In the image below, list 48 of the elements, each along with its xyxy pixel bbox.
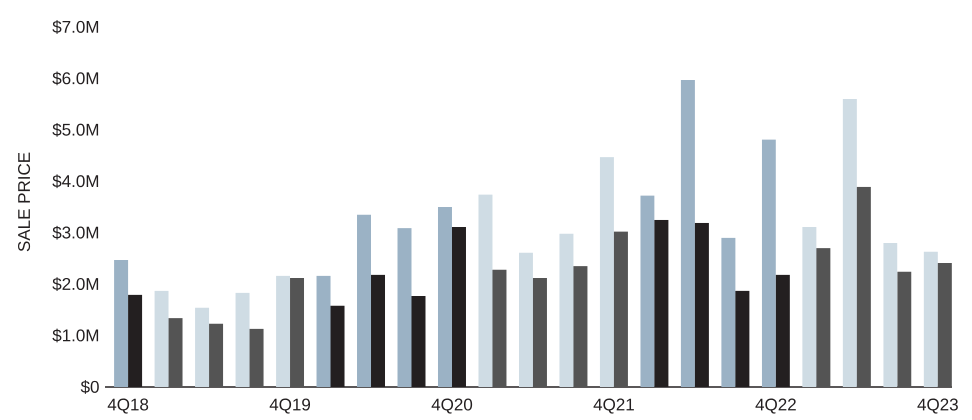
bar xyxy=(938,263,952,387)
bar xyxy=(236,292,250,387)
bar xyxy=(559,234,574,387)
bar xyxy=(114,260,128,387)
bar xyxy=(478,194,492,387)
bar xyxy=(614,232,628,387)
bar xyxy=(276,276,290,387)
bar xyxy=(290,278,304,387)
bar xyxy=(518,252,533,387)
bar xyxy=(762,140,776,387)
bar xyxy=(209,324,224,387)
y-tick-label: $7.0M xyxy=(52,20,98,34)
bar xyxy=(250,328,264,387)
bar xyxy=(924,252,938,387)
y-tick-label: $3.0M xyxy=(52,226,98,240)
y-tick-label: $0 xyxy=(80,380,99,394)
bar xyxy=(397,228,412,387)
bar xyxy=(573,266,588,387)
bar xyxy=(195,308,210,387)
bar xyxy=(600,157,614,387)
y-tick-label: $4.0M xyxy=(52,174,98,188)
bar xyxy=(316,276,331,387)
x-tick-label: 4Q23 xyxy=(917,398,958,414)
bar xyxy=(168,318,183,387)
bar xyxy=(842,98,857,387)
y-tick-label: $6.0M xyxy=(52,72,98,86)
bar xyxy=(802,227,816,387)
bar xyxy=(640,196,654,387)
y-tick-label: $5.0M xyxy=(52,122,98,137)
x-tick-label: 4Q20 xyxy=(432,398,472,414)
bar xyxy=(492,270,506,387)
x-tick-label: 4Q22 xyxy=(755,398,796,414)
y-tick-label: $2.0M xyxy=(52,277,98,292)
bar xyxy=(883,242,898,387)
x-tick-label: 4Q19 xyxy=(270,398,310,414)
bar xyxy=(816,248,830,387)
bar xyxy=(721,238,736,387)
bar xyxy=(154,290,169,387)
bar xyxy=(897,272,912,387)
y-tick-label: $1.0M xyxy=(52,328,98,342)
bar xyxy=(856,186,871,387)
y-axis-title: SALE PRICE xyxy=(18,152,30,252)
x-tick-label: 4Q21 xyxy=(594,398,634,414)
x-tick-label: 4Q18 xyxy=(108,398,148,414)
bar xyxy=(357,214,372,387)
bar xyxy=(438,206,452,387)
bar xyxy=(532,278,547,387)
bar xyxy=(680,80,695,387)
